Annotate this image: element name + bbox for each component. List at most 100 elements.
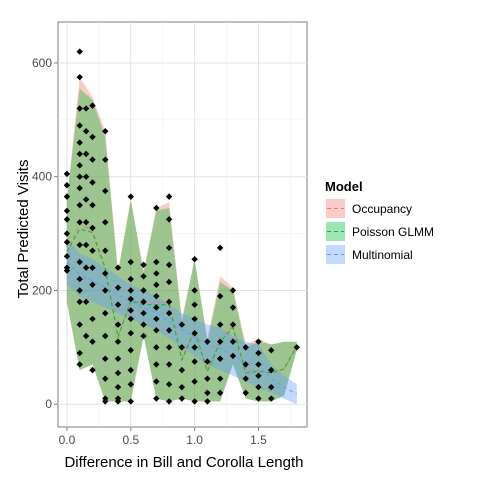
data-point <box>216 338 224 345</box>
data-point <box>191 255 198 263</box>
data-point <box>76 201 83 209</box>
data-point <box>102 398 109 405</box>
data-point <box>191 378 198 385</box>
data-point <box>76 150 83 158</box>
ribbon-occupancy <box>66 77 297 402</box>
data-point <box>76 298 83 306</box>
legend: Model Occupancy Poisson GLMM Multinomial <box>324 179 434 266</box>
data-point <box>89 133 96 141</box>
data-point <box>153 270 160 277</box>
data-point <box>114 284 122 291</box>
data-point <box>191 358 198 365</box>
x-tick-label: 0.5 <box>122 433 139 447</box>
data-point <box>191 301 198 308</box>
data-point <box>89 224 96 232</box>
data-point <box>255 338 262 345</box>
data-point <box>153 204 160 212</box>
data-point <box>268 395 275 402</box>
data-point <box>229 352 237 360</box>
data-point <box>153 315 160 323</box>
data-point <box>127 193 134 200</box>
data-point <box>127 315 134 323</box>
data-point <box>63 193 71 200</box>
data-point <box>153 258 160 266</box>
data-point <box>127 295 134 303</box>
data-point <box>268 347 275 354</box>
data-point <box>229 304 237 311</box>
data-point <box>102 270 109 277</box>
data-point <box>165 298 173 306</box>
data-point <box>63 253 71 260</box>
data-point <box>76 258 83 266</box>
data-point <box>63 230 71 237</box>
data-point <box>89 156 96 163</box>
data-point <box>114 369 122 377</box>
data-point <box>242 375 249 382</box>
data-point <box>63 267 71 274</box>
data-point <box>114 321 122 328</box>
data-point <box>63 207 71 215</box>
data-point <box>165 361 173 368</box>
data-point <box>293 344 300 351</box>
data-point <box>102 355 109 362</box>
data-point <box>102 247 109 254</box>
data-point <box>76 361 83 368</box>
data-point <box>165 398 173 405</box>
data-point <box>216 292 224 300</box>
data-point <box>165 261 173 269</box>
data-point <box>76 241 83 249</box>
data-point <box>178 344 186 351</box>
data-point <box>82 219 90 226</box>
data-point <box>127 381 134 388</box>
data-point <box>102 332 109 340</box>
data-point <box>89 264 96 271</box>
data-point <box>216 389 224 397</box>
data-point <box>204 398 211 405</box>
data-point <box>63 238 71 246</box>
data-point <box>178 321 186 328</box>
data-point <box>165 344 173 351</box>
data-point <box>89 179 96 186</box>
data-point <box>76 184 83 192</box>
data-point <box>82 298 90 306</box>
data-point <box>82 332 90 340</box>
data-point <box>76 219 83 226</box>
data-point <box>127 398 134 405</box>
data-point <box>63 182 71 189</box>
data-point <box>268 366 275 374</box>
data-point <box>89 102 96 109</box>
y-tick-label: 200 <box>32 283 52 297</box>
data-point <box>191 287 198 294</box>
data-point <box>82 105 90 112</box>
data-point <box>127 366 134 374</box>
data-point <box>76 122 83 129</box>
data-point <box>242 389 249 397</box>
data-point <box>114 338 122 345</box>
data-point <box>89 338 96 345</box>
data-point <box>127 275 134 283</box>
data-point <box>114 301 122 308</box>
data-point <box>255 372 262 380</box>
data-point <box>102 375 109 382</box>
data-point <box>165 216 173 223</box>
x-tick-label: 1.5 <box>250 433 267 447</box>
x-axis-title: Difference in Bill and Corolla Length <box>64 454 303 471</box>
x-tick-label: 0.0 <box>59 433 76 447</box>
data-point <box>229 321 237 328</box>
data-point <box>127 307 134 314</box>
data-point <box>242 344 249 351</box>
data-point <box>153 281 160 288</box>
data-points <box>63 48 300 405</box>
data-point <box>82 264 90 271</box>
y-axis-title: Total Predicted Visits <box>15 160 32 299</box>
data-point <box>255 361 262 368</box>
legend-label-occupancy: Occupancy <box>352 202 412 216</box>
data-point <box>63 170 71 178</box>
data-point <box>255 349 262 357</box>
data-point <box>140 332 147 340</box>
data-point <box>153 378 160 385</box>
data-point <box>165 310 173 317</box>
y-tick-label: 0 <box>45 397 52 411</box>
data-point <box>153 344 160 351</box>
